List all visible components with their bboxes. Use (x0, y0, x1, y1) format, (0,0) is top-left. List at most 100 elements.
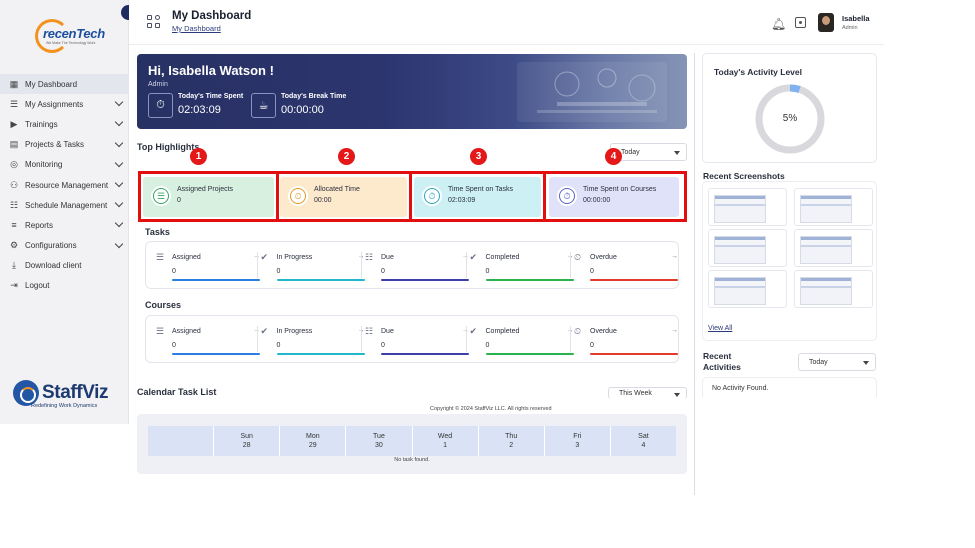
screenshot-thumbnail[interactable] (708, 229, 787, 267)
camera-icon[interactable] (795, 17, 806, 28)
overdue-icon: ⏲ (574, 252, 582, 262)
sidebar-item-download-client[interactable]: ⤓ Download client (0, 256, 129, 276)
sidebar-item-reports[interactable]: ≡ Reports (0, 215, 129, 235)
tasks-stat-overdue[interactable]: ⏲ Overdue → 0 (574, 252, 678, 290)
sidebar-item-configurations[interactable]: ⚙ Configurations (0, 236, 129, 256)
arrow-right-icon[interactable]: → (671, 327, 678, 334)
stat-underline (381, 279, 469, 281)
time-spent-icon: ⏱︎ (148, 93, 173, 118)
calendar-day-cell: Mon 29 (279, 426, 345, 456)
screenshot-thumbnail[interactable] (794, 229, 873, 267)
sidebar-item-label: My Assignments (25, 99, 84, 109)
calendar-day-cell: Thu 2 (477, 426, 544, 456)
user-name[interactable]: Isabella (842, 14, 870, 23)
highlight-card[interactable]: ☰ Assigned Projects 0 (143, 177, 274, 217)
calendar-day-number: 4 (641, 442, 646, 449)
chevron-down-icon[interactable] (114, 158, 124, 167)
highlight-annotation-frame (138, 171, 687, 222)
highlight-card-icon: ☰ (151, 186, 171, 206)
sidebar-item-label: Projects & Tasks (25, 140, 84, 150)
breadcrumb[interactable]: My Dashboard (172, 24, 221, 33)
activity-gauge: 5% (753, 82, 827, 156)
recentech-logo: recenTech We Make The Technology Work (33, 17, 105, 57)
screenshot-thumbnail[interactable] (794, 270, 873, 308)
chevron-down-icon[interactable] (114, 198, 124, 208)
courses-stat-completed[interactable]: ✔Completed→0 (470, 326, 574, 364)
download-icon: ⤓ (12, 260, 16, 271)
stat-underline (590, 279, 678, 281)
highlight-card-icon: ⏱ (422, 186, 442, 206)
tasks-stat-completed[interactable]: ✔Completed→0 (470, 252, 574, 290)
courses-stat-due[interactable]: ☷Due→0 (365, 326, 469, 364)
stat-value: 0 (590, 268, 594, 275)
screenshot-thumbnail[interactable] (794, 188, 873, 226)
tasks-stat-assigned[interactable]: ☰Assigned→0 (156, 252, 260, 290)
stat-divider (465, 326, 467, 352)
overdue-icon: ⏲ (574, 326, 582, 336)
assigned-icon: ☰ (156, 252, 165, 262)
sidebar-item-my-dashboard[interactable]: ▦ My Dashboard (0, 74, 129, 95)
chevron-down-icon[interactable] (114, 97, 124, 107)
tasks-stat-due[interactable]: ☷Due→0 (365, 252, 469, 290)
highlight-card[interactable]: ⏱ Time Spent on Tasks 02:03:09 (414, 177, 541, 217)
calendar-day-cell: Sun 28 (213, 426, 279, 456)
chevron-down-icon[interactable] (114, 118, 124, 127)
calendar-day-cell (148, 426, 213, 456)
banner-role: Admin (148, 81, 168, 88)
activity-level-value: 5% (782, 113, 798, 124)
avatar[interactable] (818, 13, 834, 32)
sidebar-item-my-assignments[interactable]: ☰ My Assignments (0, 94, 129, 114)
banner-decoration (517, 62, 667, 122)
sidebar-item-resource-management[interactable]: ⚇ Resource Management (0, 175, 129, 195)
sidebar-item-monitoring[interactable]: ◎ Monitoring (0, 155, 129, 175)
chevron-down-icon[interactable] (114, 219, 124, 228)
stat-divider (570, 252, 571, 278)
tasks-stat-in-progress[interactable]: ✔In Progress→0 (261, 252, 365, 290)
sidebar-item-logout[interactable]: ⇥ Logout (0, 276, 129, 296)
in-progress-icon: ✔ (260, 326, 269, 336)
courses-stat-assigned[interactable]: ☰Assigned→0 (156, 326, 260, 364)
stat-value: 0 (485, 268, 490, 275)
calendar-day-cell: Wed 1 (411, 426, 478, 456)
stat-divider (361, 326, 362, 352)
tasks-panel: ☰Assigned→0✔In Progress→0☷Due→0✔Complete… (145, 241, 679, 289)
highlight-card[interactable]: ⏲ Allocated Time 00:00 (280, 177, 407, 217)
sidebar-item-projects-tasks[interactable]: ▤ Projects & Tasks (0, 135, 129, 155)
screenshot-thumbnail[interactable] (708, 188, 787, 226)
annotation-divider (409, 171, 412, 222)
arrow-right-icon[interactable]: → (671, 253, 678, 260)
assigned-icon: ☰ (156, 326, 165, 336)
calendar-day-name: Sun (240, 433, 253, 440)
stat-label: Completed (485, 254, 520, 261)
chevron-down-icon[interactable] (114, 138, 124, 147)
apps-grid-icon[interactable] (147, 15, 161, 29)
calendar-filter-dropdown[interactable]: This Week (608, 387, 687, 399)
highlight-card[interactable]: ⏱ Time Spent on Courses 00:00:00 (549, 177, 679, 217)
stat-value: 0 (172, 268, 176, 275)
highlight-card-value: 00:00 (314, 197, 332, 204)
top-bar: My Dashboard My Dashboard 🔔︎ Isabella Ad… (129, 0, 884, 45)
screenshots-grid (702, 181, 877, 341)
stat-underline (485, 279, 574, 281)
calendar-day-number: 28 (242, 442, 251, 449)
schedule-icon: ☷ (9, 199, 19, 210)
sidebar-item-schedule-management[interactable]: ☷ Schedule Management (0, 195, 129, 215)
notification-bell-icon[interactable]: 🔔︎ (771, 17, 787, 31)
screenshot-thumbnail[interactable] (708, 270, 787, 308)
stat-label: Overdue (590, 328, 617, 335)
no-activity-text: No Activity Found. (702, 377, 877, 397)
chevron-down-icon[interactable] (114, 239, 124, 248)
highlight-card-label: Time Spent on Tasks (448, 186, 513, 193)
tasks-title: Tasks (145, 227, 170, 237)
highlight-card-value: 00:00:00 (583, 197, 611, 204)
courses-stat-in-progress[interactable]: ✔In Progress→0 (261, 326, 365, 364)
calendar-panel: Sun 28 Mon 29 Tue 30 Wed 1 Thu 2 Fri 3 Sat 4 No task … (137, 414, 687, 474)
sidebar-item-trainings[interactable]: ▶ Trainings (0, 114, 129, 134)
stat-value: 0 (381, 342, 385, 349)
recent-activities-filter-dropdown[interactable]: Today (798, 353, 876, 371)
copyright-footer: Copyright © 2024 StaffViz LLC. All right… (430, 406, 552, 412)
annotation-marker-1: 1 (190, 148, 207, 165)
courses-stat-overdue[interactable]: ⏲ Overdue → 0 (574, 326, 678, 364)
view-all-link[interactable]: View All (708, 325, 733, 332)
chevron-down-icon[interactable] (114, 178, 124, 188)
